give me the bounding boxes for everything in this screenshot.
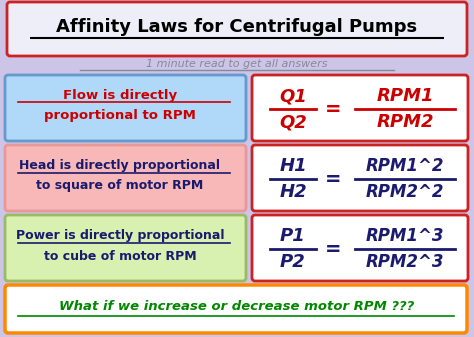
FancyBboxPatch shape bbox=[252, 75, 468, 141]
FancyBboxPatch shape bbox=[5, 215, 246, 281]
Text: RPM2: RPM2 bbox=[376, 113, 434, 131]
Text: RPM1^3: RPM1^3 bbox=[366, 227, 444, 245]
FancyBboxPatch shape bbox=[5, 285, 467, 333]
Text: Affinity Laws for Centrifugal Pumps: Affinity Laws for Centrifugal Pumps bbox=[56, 18, 418, 36]
FancyBboxPatch shape bbox=[252, 215, 468, 281]
Text: proportional to RPM: proportional to RPM bbox=[44, 110, 196, 123]
Text: P2: P2 bbox=[280, 253, 306, 271]
Text: RPM2^2: RPM2^2 bbox=[366, 183, 444, 201]
Text: to cube of motor RPM: to cube of motor RPM bbox=[44, 249, 196, 263]
FancyBboxPatch shape bbox=[5, 145, 246, 211]
Text: =: = bbox=[325, 99, 341, 119]
Text: RPM1: RPM1 bbox=[376, 87, 434, 105]
Text: P1: P1 bbox=[280, 227, 306, 245]
Text: Flow is directly: Flow is directly bbox=[63, 90, 177, 102]
FancyBboxPatch shape bbox=[252, 145, 468, 211]
Text: =: = bbox=[325, 240, 341, 258]
Text: RPM2^3: RPM2^3 bbox=[366, 253, 444, 271]
Text: to square of motor RPM: to square of motor RPM bbox=[36, 180, 204, 192]
Text: What if we increase or decrease motor RPM ???: What if we increase or decrease motor RP… bbox=[59, 300, 415, 312]
Text: Q2: Q2 bbox=[279, 113, 307, 131]
Text: H1: H1 bbox=[279, 157, 307, 175]
FancyBboxPatch shape bbox=[5, 75, 246, 141]
FancyBboxPatch shape bbox=[7, 2, 467, 56]
Text: Head is directly proportional: Head is directly proportional bbox=[19, 159, 220, 173]
Text: 1 minute read to get all answers: 1 minute read to get all answers bbox=[146, 59, 328, 69]
Text: H2: H2 bbox=[279, 183, 307, 201]
Text: Power is directly proportional: Power is directly proportional bbox=[16, 229, 224, 243]
Text: Q1: Q1 bbox=[279, 87, 307, 105]
Text: =: = bbox=[325, 170, 341, 188]
Text: RPM1^2: RPM1^2 bbox=[366, 157, 444, 175]
